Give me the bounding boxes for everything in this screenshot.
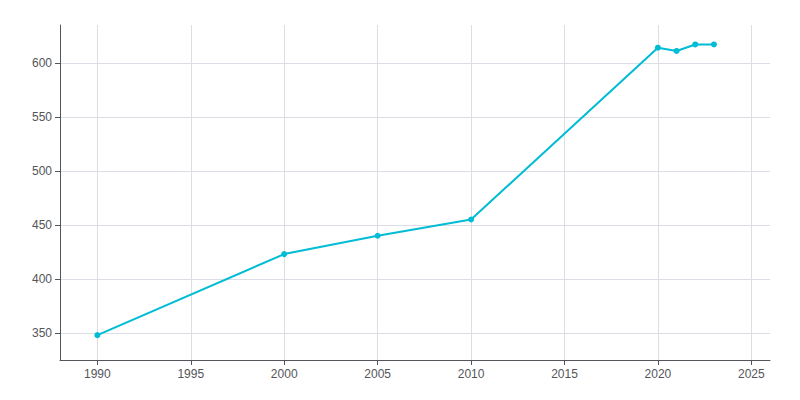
svg-text:400: 400 [32,272,52,286]
svg-text:1990: 1990 [84,367,111,381]
svg-text:600: 600 [32,56,52,70]
svg-text:500: 500 [32,164,52,178]
svg-text:2000: 2000 [271,367,298,381]
svg-text:1995: 1995 [177,367,204,381]
svg-text:450: 450 [32,218,52,232]
svg-text:550: 550 [32,110,52,124]
svg-text:2025: 2025 [738,367,765,381]
svg-text:2005: 2005 [364,367,391,381]
svg-text:350: 350 [32,326,52,340]
svg-text:2015: 2015 [551,367,578,381]
svg-text:2020: 2020 [645,367,672,381]
svg-text:2010: 2010 [458,367,485,381]
